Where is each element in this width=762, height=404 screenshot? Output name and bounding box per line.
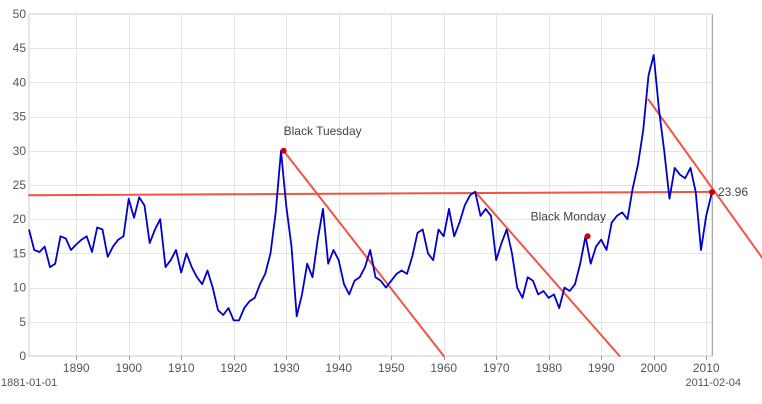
x-axis-ticks: 1890 1900 1910 1920 1930 1940 1950 1960 1970 1980… (63, 361, 720, 375)
trend-lines (28, 98, 762, 357)
annotation-label: Black Tuesday (284, 124, 362, 138)
x-tick-label: 2000 (640, 361, 667, 375)
x-tick-label: 1890 (63, 361, 90, 375)
annotation-label: 23.96 (718, 185, 748, 199)
y-tick-label: 50 (13, 7, 27, 21)
trend-line (282, 149, 445, 357)
trend-line (28, 190, 713, 197)
range-start-label: 1881-01-01 (1, 377, 57, 389)
y-tick-label: 40 (13, 75, 27, 89)
y-tick-label: 45 (13, 41, 27, 55)
y-tick-label: 20 (13, 212, 27, 226)
x-tick-label: 1990 (588, 361, 615, 375)
y-tick-label: 35 (13, 110, 27, 124)
x-tick-label: 1920 (220, 361, 247, 375)
annotation-point (584, 233, 591, 240)
x-tick-label: 1940 (325, 361, 352, 375)
y-axis-ticks: 0 5 10 15 20 25 30 35 40 45 50 (13, 7, 27, 363)
x-tick-label: 1950 (378, 361, 405, 375)
range-end-label: 2011-02-04 (686, 377, 741, 389)
y-tick-label: 5 (19, 315, 26, 329)
grid (28, 13, 713, 360)
series-line (28, 54, 713, 322)
annotation-label: Black Monday (531, 209, 606, 223)
y-tick-label: 0 (19, 349, 26, 363)
annotation-point (709, 189, 715, 196)
trend-line (647, 98, 762, 260)
x-tick-label: 1970 (483, 361, 510, 375)
y-tick-label: 15 (13, 246, 27, 260)
x-tick-label: 2010 (693, 361, 720, 375)
y-tick-label: 30 (13, 144, 27, 158)
y-tick-label: 10 (13, 281, 27, 295)
x-tick-label: 1910 (168, 361, 195, 375)
y-tick-label: 25 (13, 178, 27, 192)
x-tick-label: 1960 (430, 361, 457, 375)
x-tick-label: 1900 (115, 361, 142, 375)
annotation-markers: Black Tuesday Black Monday 23.96 (280, 124, 748, 240)
x-tick-label: 1930 (273, 361, 300, 375)
series-lines (28, 54, 713, 322)
x-tick-label: 1980 (535, 361, 562, 375)
trend-line (474, 190, 621, 357)
annotation-point (280, 147, 287, 154)
